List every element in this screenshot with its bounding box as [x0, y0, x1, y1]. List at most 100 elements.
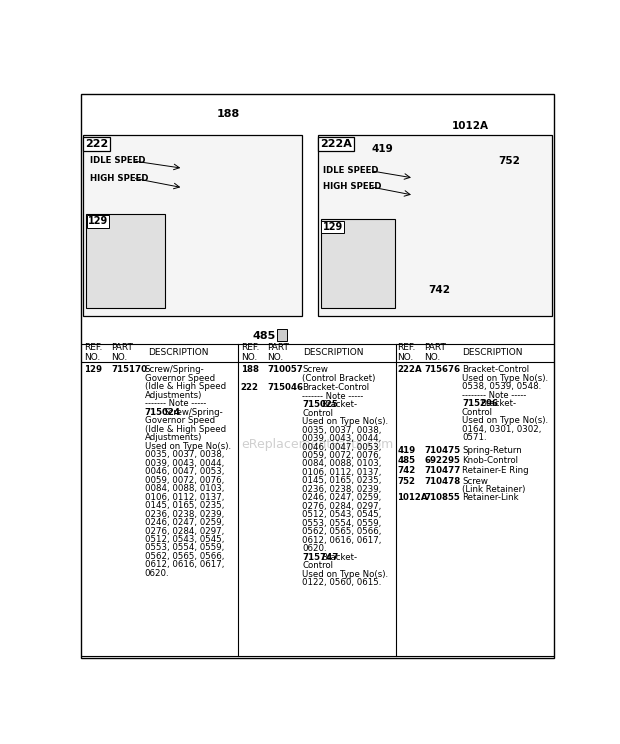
Bar [277, 329, 288, 341]
Text: Bracket-: Bracket- [321, 400, 356, 409]
Text: 715747: 715747 [303, 553, 339, 562]
Text: 0276, 0284, 0297,: 0276, 0284, 0297, [303, 502, 382, 511]
Text: 0122, 0560, 0615.: 0122, 0560, 0615. [303, 578, 382, 587]
Text: 715170: 715170 [111, 365, 147, 374]
Text: 129: 129 [88, 217, 108, 226]
Text: DESCRIPTION: DESCRIPTION [462, 347, 523, 356]
Text: DESCRIPTION: DESCRIPTION [149, 347, 209, 356]
Text: Screw/Spring-: Screw/Spring- [145, 365, 205, 374]
Text: PART
NO.: PART NO. [425, 342, 446, 362]
Text: 0620.: 0620. [303, 545, 327, 554]
Text: 715046: 715046 [267, 383, 303, 392]
Text: Used on Type No(s).: Used on Type No(s). [145, 442, 231, 451]
Text: -------- Note -----: -------- Note ----- [462, 391, 526, 400]
Text: (Idle & High Speed: (Idle & High Speed [145, 382, 226, 391]
Bar [86, 214, 166, 308]
Text: DESCRIPTION: DESCRIPTION [303, 347, 364, 356]
Text: 710057: 710057 [267, 365, 303, 374]
Text: 129: 129 [322, 222, 343, 232]
Text: PART
NO.: PART NO. [267, 342, 289, 362]
Text: 0106, 0112, 0137,: 0106, 0112, 0137, [303, 468, 382, 477]
Text: IDLE SPEED: IDLE SPEED [89, 156, 145, 165]
Text: REF.
NO.: REF. NO. [84, 342, 102, 362]
Text: 710478: 710478 [425, 477, 461, 486]
Text: 0236, 0238, 0239,: 0236, 0238, 0239, [145, 510, 224, 519]
Text: 715025: 715025 [303, 400, 338, 409]
Text: 0612, 0616, 0617,: 0612, 0616, 0617, [303, 536, 382, 545]
Text: Bracket-: Bracket- [321, 553, 356, 562]
Text: 222: 222 [85, 138, 108, 149]
Text: 752: 752 [498, 156, 520, 166]
Text: 710855: 710855 [425, 493, 460, 502]
Text: 692295: 692295 [425, 456, 460, 465]
Text: Screw: Screw [303, 365, 328, 374]
Text: 0512, 0543, 0545,: 0512, 0543, 0545, [145, 535, 224, 544]
Text: Screw/Spring-: Screw/Spring- [163, 408, 223, 417]
Text: 188: 188 [241, 365, 259, 374]
Text: 0145, 0165, 0235,: 0145, 0165, 0235, [303, 476, 382, 485]
Text: 222: 222 [241, 383, 259, 392]
Text: eReplacementParts.com: eReplacementParts.com [242, 438, 394, 451]
Text: 0145, 0165, 0235,: 0145, 0165, 0235, [145, 501, 224, 510]
Text: 710475: 710475 [425, 446, 461, 455]
Text: 742: 742 [428, 285, 450, 295]
Text: Bracket-Control: Bracket-Control [462, 365, 529, 374]
Text: 742: 742 [397, 466, 416, 475]
Text: 419: 419 [397, 446, 415, 455]
Text: 0046, 0047, 0053,: 0046, 0047, 0053, [303, 443, 382, 452]
Text: 0035, 0037, 0038,: 0035, 0037, 0038, [303, 426, 382, 434]
Text: 0059, 0072, 0076,: 0059, 0072, 0076, [145, 475, 224, 484]
Text: 0562, 0565, 0566,: 0562, 0565, 0566, [303, 527, 382, 536]
Text: Bracket-Control: Bracket-Control [303, 383, 370, 392]
Text: Adjustments): Adjustments) [145, 433, 202, 442]
Text: Governor Speed: Governor Speed [145, 417, 215, 426]
Text: (Control Bracket): (Control Bracket) [303, 374, 376, 383]
Text: Control: Control [303, 408, 334, 417]
Text: Governor Speed: Governor Speed [145, 374, 215, 383]
Text: 0246, 0247, 0259,: 0246, 0247, 0259, [303, 493, 382, 502]
Text: (Idle & High Speed: (Idle & High Speed [145, 425, 226, 434]
Text: 129: 129 [84, 365, 102, 374]
Text: 0562, 0565, 0566,: 0562, 0565, 0566, [145, 552, 224, 561]
Text: 0553, 0554, 0559,: 0553, 0554, 0559, [303, 519, 382, 527]
Text: 752: 752 [397, 477, 415, 486]
Text: 0571.: 0571. [462, 433, 487, 442]
Text: 0039, 0043, 0044,: 0039, 0043, 0044, [303, 434, 382, 443]
Text: 0246, 0247, 0259,: 0246, 0247, 0259, [145, 518, 224, 527]
Text: 1012A: 1012A [397, 493, 428, 502]
Text: HIGH SPEED: HIGH SPEED [322, 182, 381, 191]
Text: 1012A: 1012A [453, 121, 489, 131]
Text: Control: Control [303, 561, 334, 570]
Text: 710477: 710477 [425, 466, 461, 475]
Text: 0553, 0554, 0559,: 0553, 0554, 0559, [145, 543, 224, 553]
Text: Spring-Return: Spring-Return [462, 446, 521, 455]
Text: Retainer-E Ring: Retainer-E Ring [462, 466, 528, 475]
Text: 419: 419 [371, 144, 393, 155]
Bar [317, 135, 552, 315]
Text: REF.
NO.: REF. NO. [241, 342, 259, 362]
Text: PART
NO.: PART NO. [111, 342, 133, 362]
Text: 0538, 0539, 0548.: 0538, 0539, 0548. [462, 382, 541, 391]
Text: Used on Type No(s).: Used on Type No(s). [303, 570, 389, 579]
Text: 0612, 0616, 0617,: 0612, 0616, 0617, [145, 560, 224, 569]
Bar [321, 219, 395, 308]
Text: 188: 188 [217, 109, 240, 120]
Text: 715676: 715676 [425, 365, 461, 374]
Text: IDLE SPEED: IDLE SPEED [322, 166, 378, 175]
Text: ------- Note -----: ------- Note ----- [145, 400, 206, 408]
Text: 715024: 715024 [145, 408, 181, 417]
Text: HIGH SPEED: HIGH SPEED [89, 173, 148, 182]
Text: (Link Retainer): (Link Retainer) [462, 485, 525, 494]
Text: 0236, 0238, 0239,: 0236, 0238, 0239, [303, 485, 382, 494]
Text: 0084, 0088, 0103,: 0084, 0088, 0103, [303, 460, 382, 469]
Text: Bracket-: Bracket- [480, 400, 516, 408]
Text: 0276, 0284, 0297,: 0276, 0284, 0297, [145, 527, 224, 536]
Bar [83, 135, 302, 315]
Text: 715296: 715296 [462, 400, 498, 408]
Text: 222A: 222A [397, 365, 422, 374]
Text: Used on Type No(s).: Used on Type No(s). [303, 417, 389, 426]
Text: Control: Control [462, 408, 493, 417]
Text: Screw: Screw [462, 477, 488, 486]
Text: REF.
NO.: REF. NO. [397, 342, 416, 362]
Text: 0046, 0047, 0053,: 0046, 0047, 0053, [145, 467, 224, 476]
